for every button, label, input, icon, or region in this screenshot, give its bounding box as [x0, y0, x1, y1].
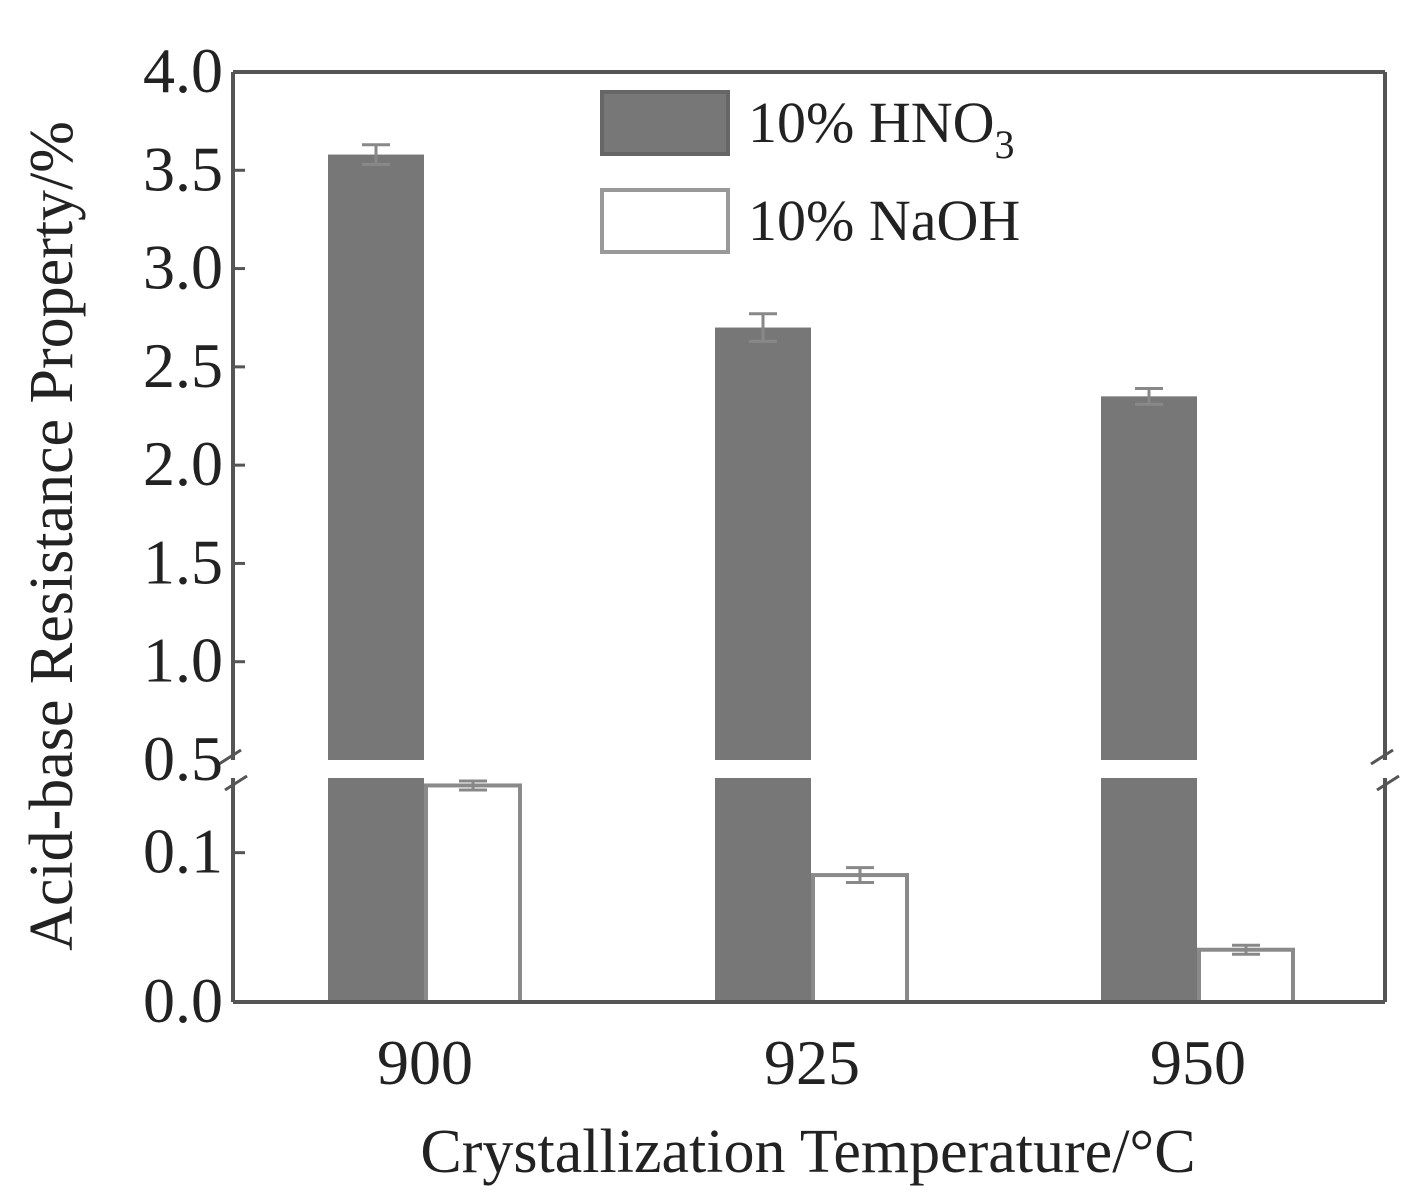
y-tick-label: 0.0: [143, 965, 223, 1036]
legend-label: 10% NaOH: [748, 188, 1020, 253]
break-mark: [1370, 748, 1394, 766]
upper-panel: [328, 143, 1197, 760]
x-axis-title: Crystallization Temperature/°C: [420, 1118, 1195, 1186]
y-tick-label: 2.5: [143, 330, 223, 401]
x-tick-label: 900: [377, 1027, 473, 1098]
bar: [424, 783, 522, 1005]
x-tick-label: 925: [764, 1027, 860, 1098]
bar-lower-segment: [1101, 778, 1197, 1002]
y-tick-label: 3.5: [143, 133, 223, 204]
break-mark: [1376, 774, 1400, 792]
y-tick-label: 3.0: [143, 232, 223, 303]
bar: [1101, 396, 1197, 760]
y-tick-label: 4.0: [143, 35, 223, 106]
legend-swatch: [600, 188, 730, 254]
y-tick-label: 1.0: [143, 625, 223, 696]
break-mark: [224, 774, 248, 792]
bar: [328, 154, 424, 760]
break-mark: [218, 748, 242, 766]
y-tick-label: 0.5: [143, 723, 223, 794]
x-axis-tick-labels: 900 925 950: [377, 1027, 1246, 1098]
y-axis-title: Acid-base Resistance Property/%: [18, 121, 86, 951]
legend: 10% HNO3 10% NaOH: [600, 90, 1020, 254]
y-axis-ticks: 0.5 1.0 1.5 2.0 2.5 3.0 3.5 4.0 0.0 0.1: [143, 35, 245, 1036]
x-tick-label: 950: [1150, 1027, 1246, 1098]
y-tick-label: 2.0: [143, 428, 223, 499]
legend-swatch: [600, 90, 730, 156]
bar: [1197, 947, 1295, 1005]
plot-frame: [231, 70, 1387, 1004]
y-tick-label: 0.1: [143, 816, 223, 887]
bar: [715, 327, 811, 760]
axis-break-marks: [218, 748, 1400, 792]
lower-panel: [328, 778, 1295, 1005]
legend-label: 10% HNO3: [748, 90, 1014, 167]
y-tick-label: 1.5: [143, 526, 223, 597]
bar-lower-segment: [715, 778, 811, 1002]
bar-lower-segment: [328, 778, 424, 1002]
bar: [811, 873, 909, 1004]
